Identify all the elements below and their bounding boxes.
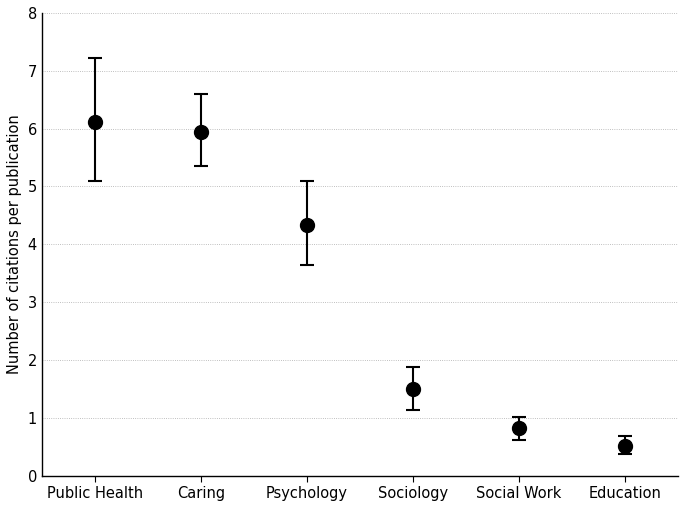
Y-axis label: Number of citations per publication: Number of citations per publication [7, 114, 22, 374]
